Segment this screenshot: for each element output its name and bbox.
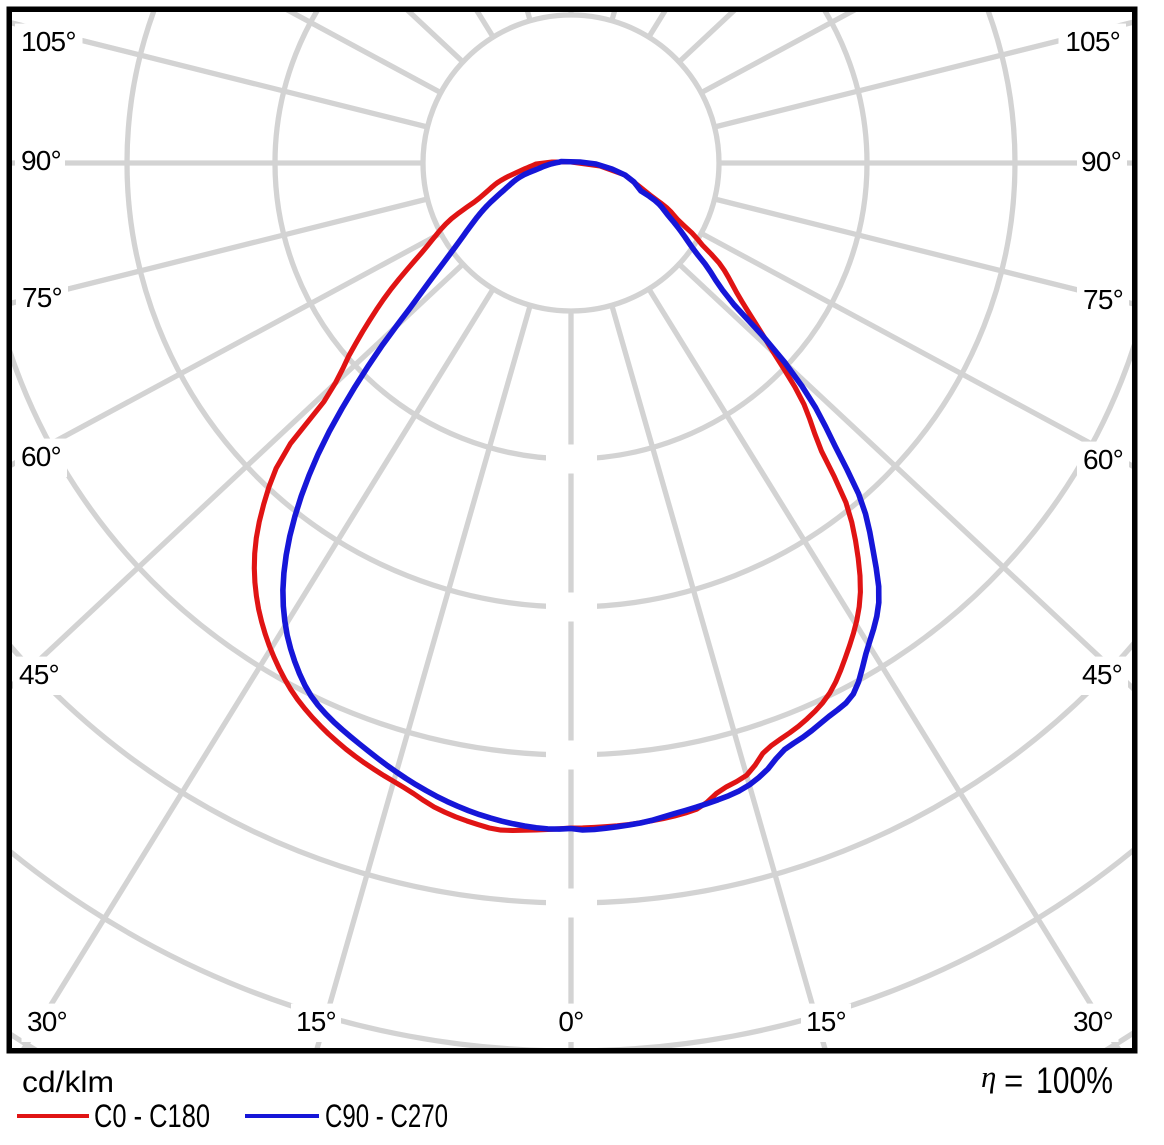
svg-text:75°: 75° <box>1083 284 1123 315</box>
svg-text:15°: 15° <box>296 1006 336 1037</box>
svg-text:C90 - C270: C90 - C270 <box>325 1098 448 1134</box>
svg-text:cd/klm: cd/klm <box>22 1066 114 1099</box>
svg-text:60°: 60° <box>21 441 61 472</box>
svg-text:C0 - C180: C0 - C180 <box>94 1098 210 1134</box>
svg-text:30°: 30° <box>1073 1006 1113 1037</box>
svg-text:100%: 100% <box>1036 1060 1113 1101</box>
svg-text:=: = <box>1004 1062 1023 1099</box>
svg-text:45°: 45° <box>19 659 59 690</box>
svg-text:90°: 90° <box>21 145 61 176</box>
svg-text:60°: 60° <box>1083 444 1123 475</box>
svg-text:90°: 90° <box>1081 146 1121 177</box>
svg-text:0°: 0° <box>558 1006 583 1037</box>
svg-text:75°: 75° <box>22 282 62 313</box>
svg-text:15°: 15° <box>806 1006 846 1037</box>
svg-text:105°: 105° <box>1065 26 1120 57</box>
svg-text:105°: 105° <box>21 26 76 57</box>
svg-text:η: η <box>981 1059 996 1094</box>
svg-text:45°: 45° <box>1082 659 1122 690</box>
svg-text:30°: 30° <box>27 1006 67 1037</box>
